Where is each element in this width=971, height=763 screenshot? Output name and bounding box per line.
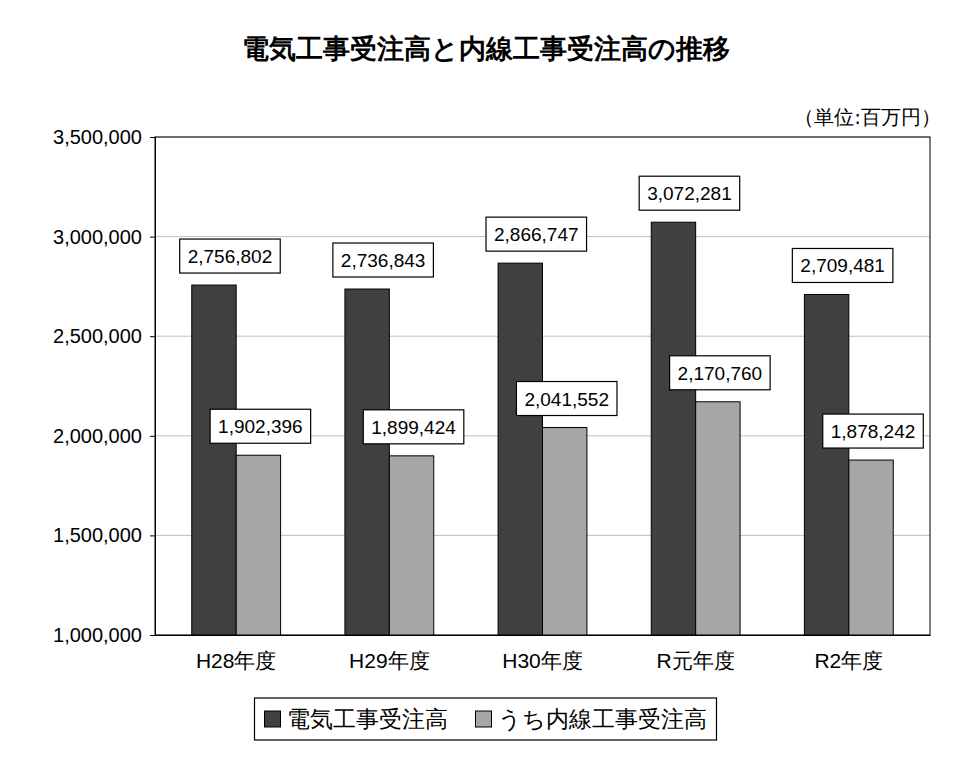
- bar: [192, 285, 236, 635]
- y-tick-mark: [150, 436, 155, 437]
- data-label: 2,709,481: [792, 248, 893, 282]
- data-label: 2,756,802: [180, 239, 281, 273]
- y-tick-label: 1,000,000: [53, 624, 142, 646]
- legend-swatch: [476, 711, 492, 727]
- chart-container: 電気工事受注高と内線工事受注高の推移 （単位:百万円） 1,000,000 1,500…: [0, 0, 971, 763]
- y-tick: 2,000,000: [53, 425, 155, 447]
- bar: [345, 289, 389, 635]
- data-label: 2,866,747: [486, 217, 587, 251]
- grid: [155, 137, 930, 635]
- chart-svg: 電気工事受注高と内線工事受注高の推移 （単位:百万円） 1,000,000 1,500…: [0, 0, 971, 763]
- x-tick: H28年度: [196, 635, 277, 672]
- y-tick: 1,000,000: [53, 624, 155, 646]
- x-tick-label: H28年度: [196, 649, 277, 672]
- y-tick-mark: [150, 336, 155, 337]
- plot-frame: [155, 137, 930, 635]
- y-tick: 3,000,000: [53, 226, 155, 248]
- data-label-text: 1,902,396: [218, 416, 303, 437]
- data-labels: 2,756,802 2,736,843 2,866,747 3,072,281 2,70…: [180, 176, 924, 448]
- y-tick-label: 3,000,000: [53, 226, 142, 248]
- y-tick: 3,500,000: [53, 126, 155, 148]
- data-label-text: 2,866,747: [494, 224, 579, 245]
- bars: [192, 222, 893, 635]
- data-label-text: 3,072,281: [647, 183, 732, 204]
- bar: [543, 428, 587, 635]
- y-tick-label: 3,500,000: [53, 126, 142, 148]
- data-label-box: [639, 176, 740, 210]
- x-tick: R2年度: [814, 635, 883, 672]
- legend-frame: [255, 698, 717, 740]
- data-label-text: 2,709,481: [800, 255, 885, 276]
- data-label: 2,170,760: [670, 356, 771, 390]
- bar: [498, 263, 542, 635]
- x-tick: H29年度: [349, 635, 430, 672]
- y-tick-label: 2,000,000: [53, 425, 142, 447]
- y-tick-mark: [150, 535, 155, 536]
- data-label: 1,902,396: [210, 409, 311, 443]
- data-label-box: [516, 382, 617, 416]
- data-label: 3,072,281: [639, 176, 740, 210]
- y-tick-label: 1,500,000: [53, 524, 142, 546]
- x-tick: R元年度: [657, 635, 735, 672]
- y-tick-mark: [150, 237, 155, 238]
- data-label-box: [210, 409, 311, 443]
- x-tick-label: R元年度: [657, 649, 735, 672]
- legend-label: 電気工事受注高: [287, 706, 448, 732]
- data-label-box: [180, 239, 281, 273]
- data-label-box: [363, 410, 464, 444]
- chart-title: 電気工事受注高と内線工事受注高の推移: [242, 33, 730, 64]
- plot: 1,000,000 1,500,000 2,000,000 2,500,000 3,00…: [53, 126, 930, 672]
- bar: [849, 460, 893, 635]
- y-axis: 1,000,000 1,500,000 2,000,000 2,500,000 3,00…: [53, 126, 155, 646]
- y-axis-line: [150, 138, 156, 636]
- data-label: 1,878,242: [823, 414, 924, 448]
- data-label-text: 1,899,424: [371, 417, 456, 438]
- x-axis-line: [156, 635, 931, 636]
- data-label-box: [333, 243, 434, 277]
- y-tick-label: 2,500,000: [53, 325, 142, 347]
- x-tick-label: H29年度: [349, 649, 430, 672]
- data-label-text: 2,736,843: [341, 250, 426, 271]
- y-tick: 1,500,000: [53, 524, 155, 546]
- x-tick-label: H30年度: [502, 649, 583, 672]
- legend: 電気工事受注高 うち内線工事受注高: [255, 698, 717, 740]
- data-label-text: 2,170,760: [678, 363, 763, 384]
- legend-label: うち内線工事受注高: [498, 706, 707, 732]
- data-label-box: [670, 356, 771, 390]
- data-label-text: 2,756,802: [188, 246, 273, 267]
- bar: [651, 222, 695, 635]
- unit-annotation: （単位:百万円）: [794, 105, 941, 129]
- bar: [236, 455, 280, 635]
- data-label-text: 1,878,242: [831, 421, 916, 442]
- data-label: 2,736,843: [333, 243, 434, 277]
- x-tick-label: R2年度: [814, 649, 883, 672]
- bar: [696, 402, 740, 635]
- data-label: 1,899,424: [363, 410, 464, 444]
- data-label-box: [486, 217, 587, 251]
- x-axis: H28年度 H29年度 H30年度 R元年度 R2年度: [156, 635, 931, 672]
- data-label: 2,041,552: [516, 382, 617, 416]
- legend-swatch: [265, 711, 281, 727]
- data-label-box: [792, 248, 893, 282]
- y-tick-mark: [150, 137, 155, 138]
- x-tick: H30年度: [502, 635, 583, 672]
- data-label-box: [823, 414, 924, 448]
- bar: [804, 294, 848, 635]
- y-tick: 2,500,000: [53, 325, 155, 347]
- data-label-text: 2,041,552: [524, 389, 609, 410]
- y-tick-mark: [150, 635, 155, 636]
- bar: [389, 456, 433, 635]
